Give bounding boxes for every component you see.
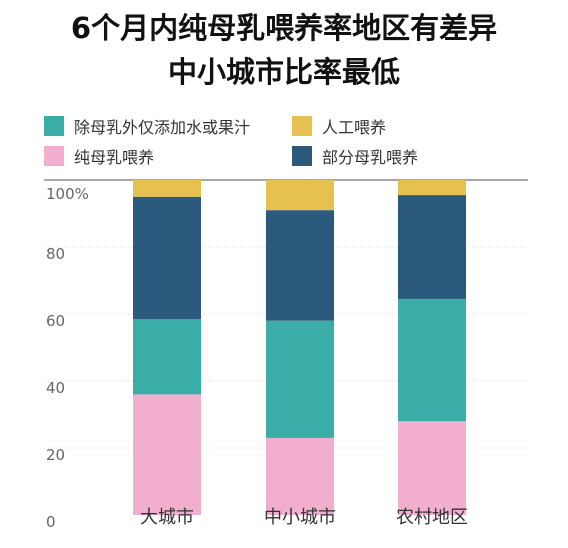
legend-swatch-exclusive <box>44 146 64 166</box>
legend-swatch-partial <box>292 146 312 166</box>
legend-item-partial: 部分母乳喂养 <box>292 144 418 168</box>
legend-item-exclusive: 纯母乳喂养 <box>44 144 154 168</box>
legend-label-exclusive: 纯母乳喂养 <box>74 148 155 167</box>
legend-item-water-juice: 除母乳外仅添加水或果汁 <box>44 114 250 138</box>
bar-segment-2-1 <box>398 298 466 422</box>
bar-segment-1-0 <box>266 437 334 515</box>
x-category-label-2: 农村地区 <box>396 507 468 528</box>
bar-segment-0-2 <box>133 196 201 320</box>
chart-title-line-1: 6个月内纯母乳喂养率地区有差异 <box>70 11 498 45</box>
bar-segment-1-1 <box>266 320 334 438</box>
legend-label-water-juice: 除母乳外仅添加水或果汁 <box>74 118 251 137</box>
bar-segment-0-3 <box>133 180 201 197</box>
y-tick-label-20: 20 <box>46 446 65 464</box>
y-tick-label-0: 0 <box>46 513 56 531</box>
bar-segment-2-3 <box>398 180 466 196</box>
x-category-label-0: 大城市 <box>140 507 194 528</box>
y-tick-label-100: 100% <box>46 185 89 203</box>
bar-segment-2-2 <box>398 195 466 299</box>
chart-title: 6个月内纯母乳喂养率地区有差异 中小城市比率最低 <box>0 6 568 94</box>
y-tick-label-80: 80 <box>46 245 65 263</box>
y-tick-label-40: 40 <box>46 379 65 397</box>
bar-segment-2-0 <box>398 421 466 515</box>
bar-segment-1-2 <box>266 210 334 321</box>
legend-swatch-water-juice <box>44 116 64 136</box>
legend-label-partial: 部分母乳喂养 <box>322 148 419 167</box>
chart-title-line-2: 中小城市比率最低 <box>167 55 400 89</box>
legend-label-formula: 人工喂养 <box>322 118 387 137</box>
legend-swatch-formula <box>292 116 312 136</box>
bar-segment-1-3 <box>266 180 334 211</box>
legend-item-formula: 人工喂养 <box>292 114 386 138</box>
y-tick-label-60: 60 <box>46 312 65 330</box>
bar-segment-0-1 <box>133 319 201 395</box>
x-category-label-1: 中小城市 <box>264 507 336 528</box>
bar-segment-0-0 <box>133 394 201 515</box>
chart-legend: 除母乳外仅添加水或果汁 人工喂养 纯母乳喂养 部分母乳喂养 <box>44 114 544 174</box>
